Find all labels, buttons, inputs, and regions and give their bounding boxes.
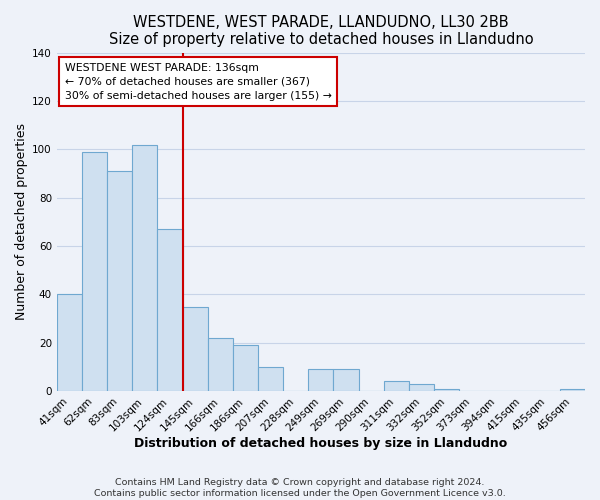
Y-axis label: Number of detached properties: Number of detached properties bbox=[15, 124, 28, 320]
Bar bbox=[409, 384, 434, 391]
Bar bbox=[233, 345, 258, 391]
Bar bbox=[334, 370, 359, 391]
Text: WESTDENE WEST PARADE: 136sqm
← 70% of detached houses are smaller (367)
30% of s: WESTDENE WEST PARADE: 136sqm ← 70% of de… bbox=[65, 63, 332, 101]
X-axis label: Distribution of detached houses by size in Llandudno: Distribution of detached houses by size … bbox=[134, 437, 508, 450]
Bar bbox=[157, 229, 182, 391]
Bar bbox=[132, 144, 157, 391]
Title: WESTDENE, WEST PARADE, LLANDUDNO, LL30 2BB
Size of property relative to detached: WESTDENE, WEST PARADE, LLANDUDNO, LL30 2… bbox=[109, 15, 533, 48]
Bar bbox=[258, 367, 283, 391]
Bar bbox=[384, 382, 409, 391]
Bar bbox=[434, 388, 459, 391]
Bar bbox=[182, 306, 208, 391]
Bar bbox=[57, 294, 82, 391]
Bar bbox=[107, 171, 132, 391]
Bar bbox=[560, 388, 585, 391]
Bar bbox=[82, 152, 107, 391]
Text: Contains HM Land Registry data © Crown copyright and database right 2024.
Contai: Contains HM Land Registry data © Crown c… bbox=[94, 478, 506, 498]
Bar bbox=[208, 338, 233, 391]
Bar bbox=[308, 370, 334, 391]
